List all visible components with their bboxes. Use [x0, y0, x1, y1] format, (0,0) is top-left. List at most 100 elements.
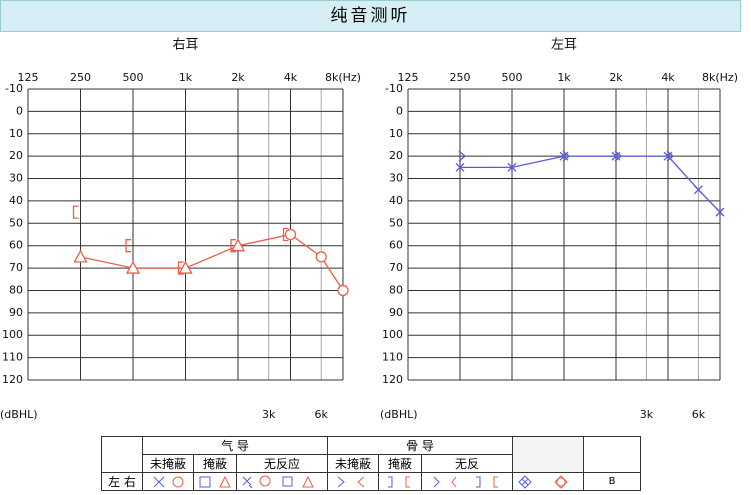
x-tick-label: 4k: [661, 71, 675, 84]
subhead: 无反: [421, 454, 513, 473]
marker: [125, 239, 131, 253]
y-tick-label: 110: [382, 351, 403, 364]
symbol-cell: [142, 472, 194, 491]
marker: [614, 150, 623, 162]
group-head: 气 导: [142, 436, 328, 455]
y-tick-label: 40: [389, 194, 403, 207]
y-tick-label: 110: [2, 351, 23, 364]
cell: [512, 436, 584, 473]
y-tick-label: 0: [16, 104, 23, 117]
x-tick-label: 250: [70, 71, 91, 84]
marker: [455, 162, 465, 172]
y-tick-label: 120: [382, 373, 403, 386]
subhead: 无反应: [236, 454, 328, 473]
y-axis-label: (dBHL): [380, 408, 418, 421]
y-tick-label: 10: [389, 127, 403, 140]
y-tick-label: 100: [382, 328, 403, 341]
x-tick-label: 6k: [315, 408, 329, 421]
data-line: [460, 155, 721, 213]
y-tick-label: 100: [2, 328, 23, 341]
row-label: 右: [123, 475, 136, 489]
data-line: [80, 233, 344, 291]
x-tick-label: 500: [123, 71, 144, 84]
y-tick-label: 40: [9, 194, 23, 207]
x-tick-label: 3k: [640, 408, 654, 421]
symbol-cell: [512, 472, 584, 491]
marker: [715, 207, 725, 217]
y-tick-label: 90: [9, 306, 23, 319]
marker: [284, 228, 297, 241]
y-tick-label: 70: [9, 261, 23, 274]
subhead: 掩蔽: [193, 454, 237, 473]
x-tick-label: 8k(Hz): [325, 71, 361, 84]
symbols: [518, 474, 568, 489]
symbol-cell: [378, 472, 422, 491]
symbol-cell: [193, 472, 237, 491]
x-tick-label: 2k: [231, 71, 245, 84]
cell: B: [583, 472, 641, 491]
y-tick-label: 20: [9, 149, 23, 162]
y-tick-label: 10: [9, 127, 23, 140]
y-tick-label: 30: [9, 172, 23, 185]
symbol-cell: [327, 472, 379, 491]
y-tick-label: -10: [5, 82, 23, 95]
y-tick-label: 30: [389, 172, 403, 185]
x-tick-label: 4k: [284, 71, 298, 84]
x-tick-label: 125: [18, 71, 39, 84]
y-tick-label: 60: [9, 239, 23, 252]
x-tick-label: 3k: [262, 408, 276, 421]
y-tick-label: 80: [389, 283, 403, 296]
y-tick-label: 20: [389, 149, 403, 162]
cell: [101, 436, 143, 473]
y-tick-label: 70: [389, 261, 403, 274]
y-tick-label: 50: [389, 216, 403, 229]
y-tick-label: 80: [9, 283, 23, 296]
y-tick-label: -10: [385, 82, 403, 95]
row-label: 左: [108, 475, 121, 489]
marker: [72, 205, 79, 219]
x-tick-label: 250: [450, 71, 471, 84]
symbols: [337, 476, 365, 487]
x-tick-label: 6k: [692, 408, 706, 421]
y-tick-label: 60: [389, 239, 403, 252]
cell: [583, 436, 641, 473]
y-tick-label: 120: [2, 373, 23, 386]
subhead: 未掩蔽: [142, 454, 194, 473]
y-axis-label: (dBHL): [0, 408, 38, 421]
symbol-cell: [236, 472, 328, 491]
y-tick-label: 90: [389, 306, 403, 319]
chart-title: 左耳: [551, 38, 577, 53]
symbols: [153, 476, 184, 487]
marker: [693, 185, 703, 195]
symbols: [199, 475, 231, 487]
marker: [666, 150, 675, 162]
x-tick-label: 8k(Hz): [702, 71, 738, 84]
header-title: 纯音测听: [0, 0, 741, 32]
row-labels: 左 右: [101, 472, 143, 491]
x-tick-label: 2k: [609, 71, 623, 84]
symbols: [433, 476, 498, 487]
marker: [178, 260, 193, 274]
marker: [282, 227, 289, 242]
symbols: [242, 475, 314, 488]
symbols: [388, 476, 410, 487]
group-head: 骨 导: [327, 436, 513, 455]
marker: [125, 260, 141, 274]
subhead: 掩蔽: [378, 454, 422, 473]
subhead: 未掩蔽: [327, 454, 379, 473]
x-tick-label: 1k: [179, 71, 193, 84]
y-tick-label: 50: [9, 216, 23, 229]
legend-table: 气 导 骨 导 未掩蔽 掩蔽 无反应 未掩蔽 掩蔽 无反 左 右 B: [101, 436, 641, 491]
x-tick-label: 500: [502, 71, 523, 84]
marker: [177, 261, 184, 275]
marker: [230, 238, 246, 252]
x-tick-label: 1k: [557, 71, 571, 84]
marker: [337, 284, 349, 297]
marker: [315, 251, 327, 263]
marker: [562, 150, 571, 162]
symbol-cell: [421, 472, 513, 491]
x-tick-label: 125: [398, 71, 419, 84]
marker: [507, 162, 517, 172]
